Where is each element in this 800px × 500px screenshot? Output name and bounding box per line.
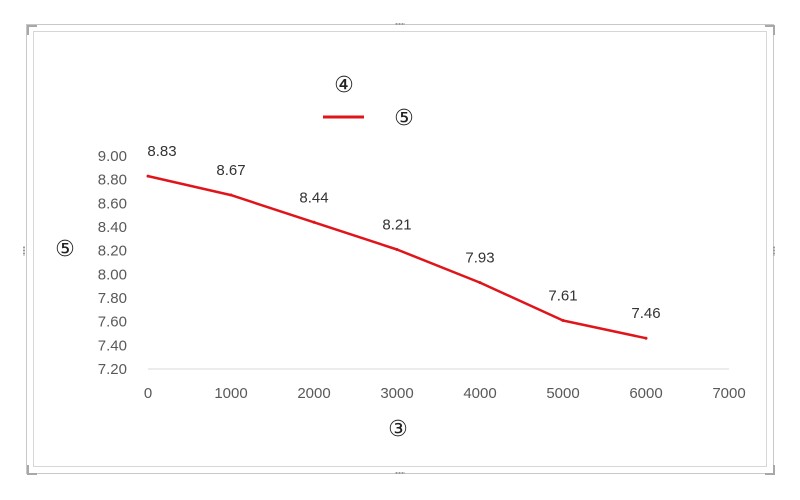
bottom-left-corner-handle[interactable]: [27, 465, 37, 475]
y-tick-label: 8.20: [98, 243, 127, 260]
chart-title: ④: [334, 72, 354, 97]
x-axis-title: ③: [388, 416, 408, 441]
x-tick-label: 5000: [546, 385, 579, 402]
y-tick-label: 8.80: [98, 172, 127, 189]
chart-inner-border: [33, 31, 767, 467]
data-label: 8.83: [147, 143, 176, 160]
data-label: 8.67: [216, 162, 245, 179]
data-label: 8.21: [382, 216, 411, 233]
x-tick-labels: 0 1000 2000 3000 4000 5000 6000 7000: [144, 385, 746, 402]
left-resize-handle[interactable]: [22, 246, 26, 256]
data-labels: 8.83 8.67 8.44 8.21 7.93 7.61 7.46: [147, 143, 660, 322]
y-tick-label: 7.80: [98, 290, 127, 307]
right-resize-handle[interactable]: [772, 246, 776, 256]
data-label: 8.44: [299, 189, 328, 206]
y-axis-title: ⑤: [55, 236, 75, 261]
data-point: [561, 318, 565, 322]
y-tick-label: 7.40: [98, 337, 127, 354]
data-label: 7.93: [465, 250, 494, 267]
x-tick-label: 0: [144, 385, 152, 402]
y-tick-label: 8.00: [98, 266, 127, 283]
data-point: [478, 281, 482, 285]
data-point: [146, 174, 150, 178]
x-tick-label: 6000: [629, 385, 662, 402]
data-point: [644, 336, 648, 340]
top-right-corner-handle[interactable]: [765, 25, 775, 35]
top-left-corner-handle[interactable]: [27, 25, 37, 35]
x-tick-label: 1000: [214, 385, 247, 402]
data-point: [229, 193, 233, 197]
series-line: [147, 174, 647, 340]
y-tick-label: 7.60: [98, 314, 127, 331]
x-tick-label: 4000: [463, 385, 496, 402]
x-tick-label: 2000: [297, 385, 330, 402]
y-tick-labels: 9.00 8.80 8.60 8.40 8.20 8.00 7.80 7.60 7.40 7.20: [98, 148, 127, 378]
series-layer: [146, 174, 648, 340]
top-resize-handle[interactable]: [395, 22, 405, 26]
y-tick-label: 8.40: [98, 219, 127, 236]
y-tick-label: 7.20: [98, 361, 127, 378]
data-point: [395, 247, 399, 251]
y-tick-label: 9.00: [98, 148, 127, 165]
data-label: 7.46: [631, 305, 660, 322]
data-label: 7.61: [548, 287, 577, 304]
legend-label: ⑤: [394, 105, 414, 130]
bottom-resize-handle[interactable]: [395, 471, 405, 475]
bottom-right-corner-handle[interactable]: [765, 465, 775, 475]
chart-frame[interactable]: [26, 24, 774, 474]
y-tick-label: 8.60: [98, 195, 127, 212]
x-tick-label: 3000: [380, 385, 413, 402]
x-tick-label: 7000: [712, 385, 745, 402]
data-point: [312, 220, 316, 224]
